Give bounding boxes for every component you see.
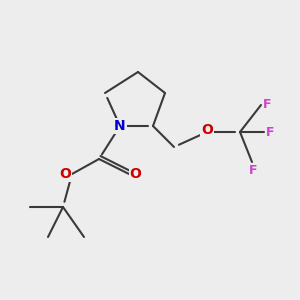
- Text: F: F: [249, 164, 258, 177]
- Text: F: F: [266, 125, 275, 139]
- Text: O: O: [201, 123, 213, 136]
- Text: O: O: [59, 167, 71, 181]
- Text: F: F: [263, 98, 272, 112]
- Text: N: N: [114, 119, 126, 133]
- Text: O: O: [130, 167, 142, 181]
